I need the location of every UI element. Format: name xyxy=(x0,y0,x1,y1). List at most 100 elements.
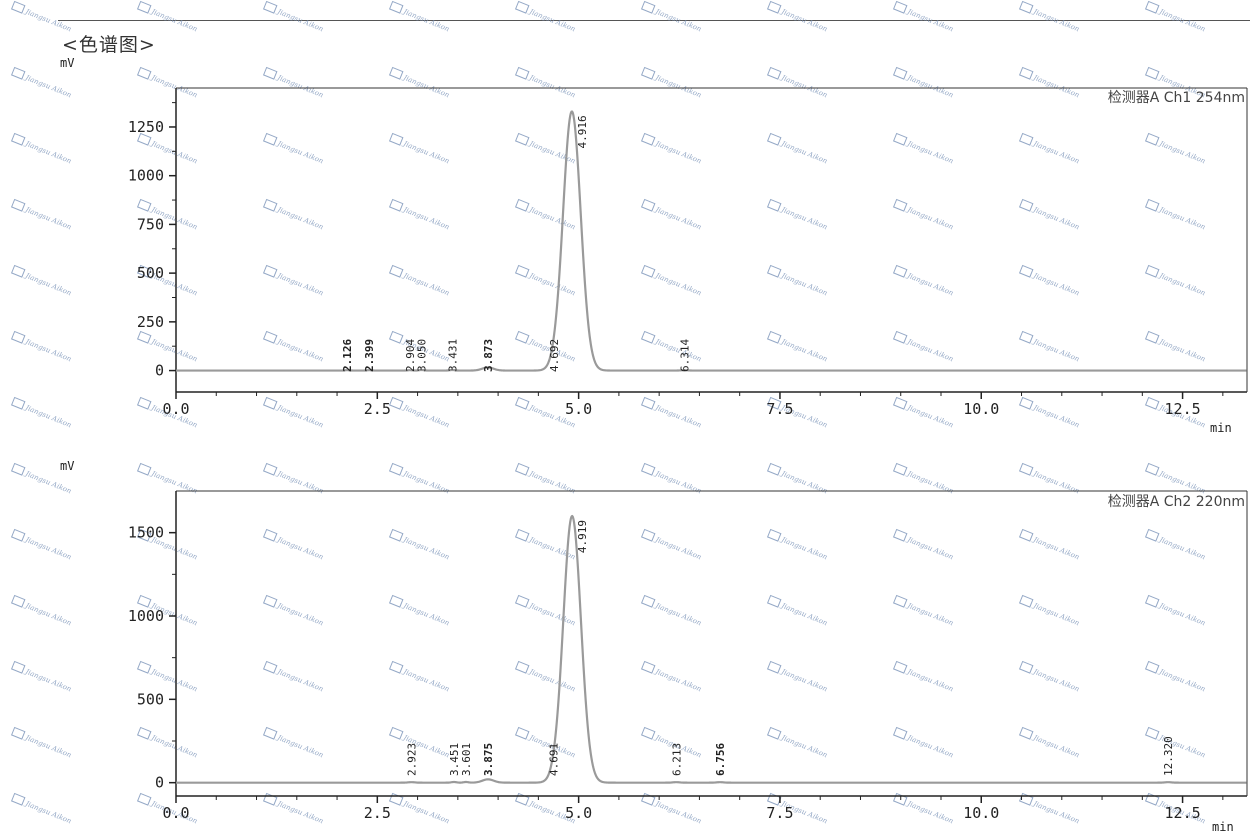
watermark-logo-icon xyxy=(1144,462,1160,476)
peak-retention-label: 3.050 xyxy=(416,339,429,372)
watermark-text: Jiangsu Aikon xyxy=(526,601,577,628)
watermark-stamp: Jiangsu Aikon xyxy=(1018,396,1081,430)
watermark-text: Jiangsu Aikon xyxy=(652,667,703,694)
watermark-stamp: Jiangsu Aikon xyxy=(388,264,451,298)
watermark-stamp: Jiangsu Aikon xyxy=(1018,792,1081,826)
watermark-logo-icon xyxy=(10,462,26,476)
watermark-stamp: Jiangsu Aikon xyxy=(10,0,73,34)
x-tick-label: 10.0 xyxy=(963,804,999,822)
watermark-text: Jiangsu Aikon xyxy=(148,469,199,496)
detector-label: 检测器A Ch1 254nm xyxy=(1108,90,1245,106)
watermark-stamp: Jiangsu Aikon xyxy=(766,264,829,298)
chromatogram-panel-2: 0 500 1000 1500 0.0 2.5 5.0 7.5 10.0 12.5 mV min 检测器… xyxy=(60,459,1248,833)
watermark-logo-icon xyxy=(262,66,278,80)
peak-retention-label: 4.691 xyxy=(548,743,561,776)
watermark-text: Jiangsu Aikon xyxy=(1156,205,1207,232)
watermark-logo-icon xyxy=(262,594,278,608)
watermark-text: Jiangsu Aikon xyxy=(652,205,703,232)
watermark-logo-icon xyxy=(262,726,278,740)
watermark-stamp: Jiangsu Aikon xyxy=(1018,726,1081,760)
watermark-logo-icon xyxy=(262,132,278,146)
watermark-logo-icon xyxy=(640,264,656,278)
watermark-logo-icon xyxy=(388,330,404,344)
watermark-stamp: Jiangsu Aikon xyxy=(1144,594,1207,628)
watermark-logo-icon xyxy=(766,660,782,674)
watermark-text: Jiangsu Aikon xyxy=(22,205,73,232)
watermark-logo-icon xyxy=(766,132,782,146)
watermark-logo-icon xyxy=(892,66,908,80)
watermark-logo-icon xyxy=(1144,660,1160,674)
watermark-text: Jiangsu Aikon xyxy=(274,601,325,628)
watermark-text: Jiangsu Aikon xyxy=(1030,73,1081,100)
watermark-text: Jiangsu Aikon xyxy=(1030,667,1081,694)
watermark-logo-icon xyxy=(136,132,152,146)
watermark-text: Jiangsu Aikon xyxy=(274,535,325,562)
watermark-logo-icon xyxy=(766,264,782,278)
x-unit-label: min xyxy=(1210,421,1232,435)
x-tick-label: 5.0 xyxy=(565,804,592,822)
watermark-stamp: Jiangsu Aikon xyxy=(262,198,325,232)
watermark-logo-icon xyxy=(10,528,26,542)
watermark-logo-icon xyxy=(136,66,152,80)
watermark-logo-icon xyxy=(640,330,656,344)
watermark-text: Jiangsu Aikon xyxy=(526,271,577,298)
peak-retention-label: 6.314 xyxy=(678,339,691,372)
watermark-stamp: Jiangsu Aikon xyxy=(514,594,577,628)
peak-retention-label: 2.923 xyxy=(405,743,418,776)
watermark-logo-icon xyxy=(514,198,530,212)
watermark-text: Jiangsu Aikon xyxy=(1156,7,1207,34)
watermark-stamp: Jiangsu Aikon xyxy=(1144,198,1207,232)
detector-label: 检测器A Ch2 220nm xyxy=(1108,494,1245,510)
watermark-logo-icon xyxy=(262,198,278,212)
watermark-logo-icon xyxy=(514,66,530,80)
watermark-stamp: Jiangsu Aikon xyxy=(892,132,955,166)
watermark-logo-icon xyxy=(514,726,530,740)
peak-retention-label: 4.692 xyxy=(548,339,561,372)
watermark-stamp: Jiangsu Aikon xyxy=(262,132,325,166)
watermark-logo-icon xyxy=(892,396,908,410)
watermark-stamp: Jiangsu Aikon xyxy=(10,528,73,562)
watermark-text: Jiangsu Aikon xyxy=(148,7,199,34)
watermark-text: Jiangsu Aikon xyxy=(1030,469,1081,496)
watermark-text: Jiangsu Aikon xyxy=(274,799,325,826)
y-tick-label: 750 xyxy=(137,215,164,233)
watermark-stamp: Jiangsu Aikon xyxy=(1144,726,1207,760)
watermark-logo-icon xyxy=(514,462,530,476)
watermark-text: Jiangsu Aikon xyxy=(526,205,577,232)
watermark-text: Jiangsu Aikon xyxy=(1030,403,1081,430)
x-tick-label: 5.0 xyxy=(565,400,592,418)
watermark-logo-icon xyxy=(136,198,152,212)
watermark-stamp: Jiangsu Aikon xyxy=(388,0,451,34)
watermark-text: Jiangsu Aikon xyxy=(526,667,577,694)
watermark-stamp: Jiangsu Aikon xyxy=(514,330,577,364)
watermark-logo-icon xyxy=(388,264,404,278)
watermark-stamp: Jiangsu Aikon xyxy=(388,594,451,628)
watermark-stamp: Jiangsu Aikon xyxy=(892,726,955,760)
watermark-logo-icon xyxy=(892,264,908,278)
watermark-logo-icon xyxy=(262,396,278,410)
watermark-text: Jiangsu Aikon xyxy=(148,733,199,760)
watermark-logo-icon xyxy=(136,264,152,278)
y-tick-label: 1250 xyxy=(128,118,164,136)
watermark-text: Jiangsu Aikon xyxy=(904,469,955,496)
watermark-logo-icon xyxy=(388,0,404,14)
header-rule xyxy=(58,20,1250,21)
watermark-stamp: Jiangsu Aikon xyxy=(10,330,73,364)
watermark-logo-icon xyxy=(640,792,656,806)
watermark-text: Jiangsu Aikon xyxy=(526,7,577,34)
watermark-logo-icon xyxy=(892,132,908,146)
watermark-stamp: Jiangsu Aikon xyxy=(640,528,703,562)
watermark-logo-icon xyxy=(1144,528,1160,542)
watermark-stamp: Jiangsu Aikon xyxy=(766,528,829,562)
watermark-logo-icon xyxy=(1144,396,1160,410)
watermark-logo-icon xyxy=(262,462,278,476)
watermark-text: Jiangsu Aikon xyxy=(1156,271,1207,298)
watermark-stamp: Jiangsu Aikon xyxy=(388,528,451,562)
watermark-logo-icon xyxy=(10,396,26,410)
watermark-logo-icon xyxy=(388,594,404,608)
watermark-logo-icon xyxy=(1144,594,1160,608)
watermark-stamp: Jiangsu Aikon xyxy=(640,0,703,34)
chromatogram-heading: <色谱图> xyxy=(62,34,156,56)
